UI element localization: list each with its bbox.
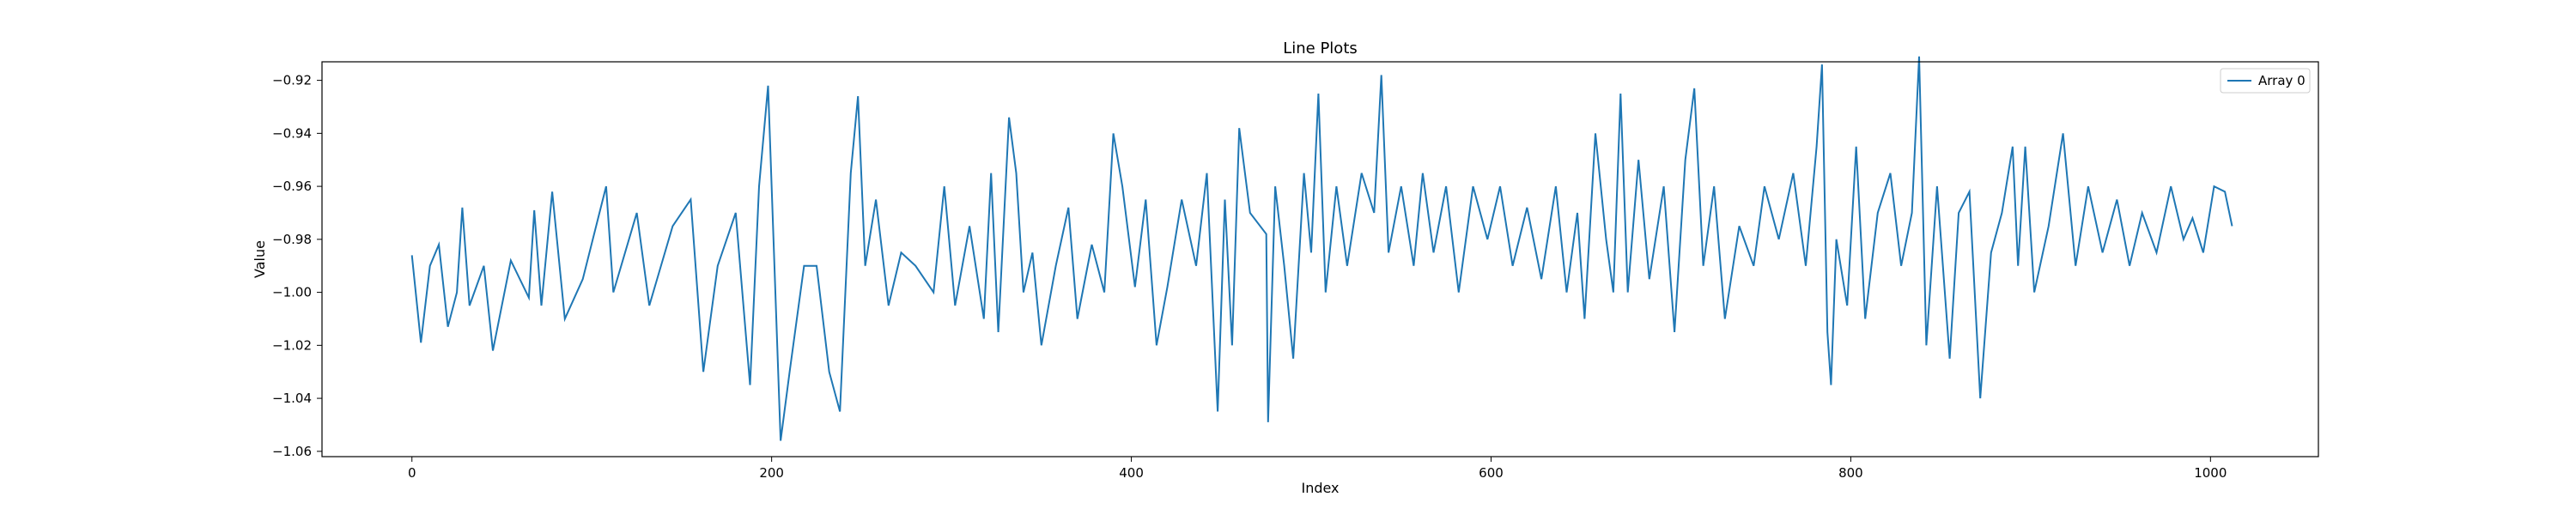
y-tick-label: −1.04 [272,391,312,406]
y-axis-label: Value [252,240,268,278]
y-axis-ticks: −1.06 −1.04 −1.02 −1.00 −0.98 −0.96 −0.94 −0.92 [272,73,322,459]
x-tick-label: 600 [1479,465,1504,481]
y-tick-label: −1.06 [272,444,312,459]
series-line-array-0 [410,56,2233,441]
plot-area-frame [321,61,2319,457]
legend-box [2220,68,2311,94]
y-tick-label: −0.98 [272,232,312,247]
x-tick-label: 0 [408,465,416,481]
x-axis-ticks: 0 200 400 600 800 1000 [408,457,2227,481]
y-tick-label: −0.92 [272,73,312,88]
x-tick-label: 800 [1838,465,1863,481]
legend-label-array-0: Array 0 [2258,73,2306,88]
x-axis-label: Index [1301,480,1339,496]
x-tick-label: 400 [1119,465,1144,481]
chart-title: Line Plots [1283,39,1358,58]
x-tick-label: 1000 [2194,465,2227,481]
y-tick-label: −1.00 [272,285,312,300]
y-tick-label: −0.96 [272,179,312,194]
x-tick-label: 200 [759,465,784,481]
legend: Array 0 [2220,68,2311,94]
y-tick-label: −0.94 [272,125,312,141]
y-tick-label: −1.02 [272,337,312,353]
